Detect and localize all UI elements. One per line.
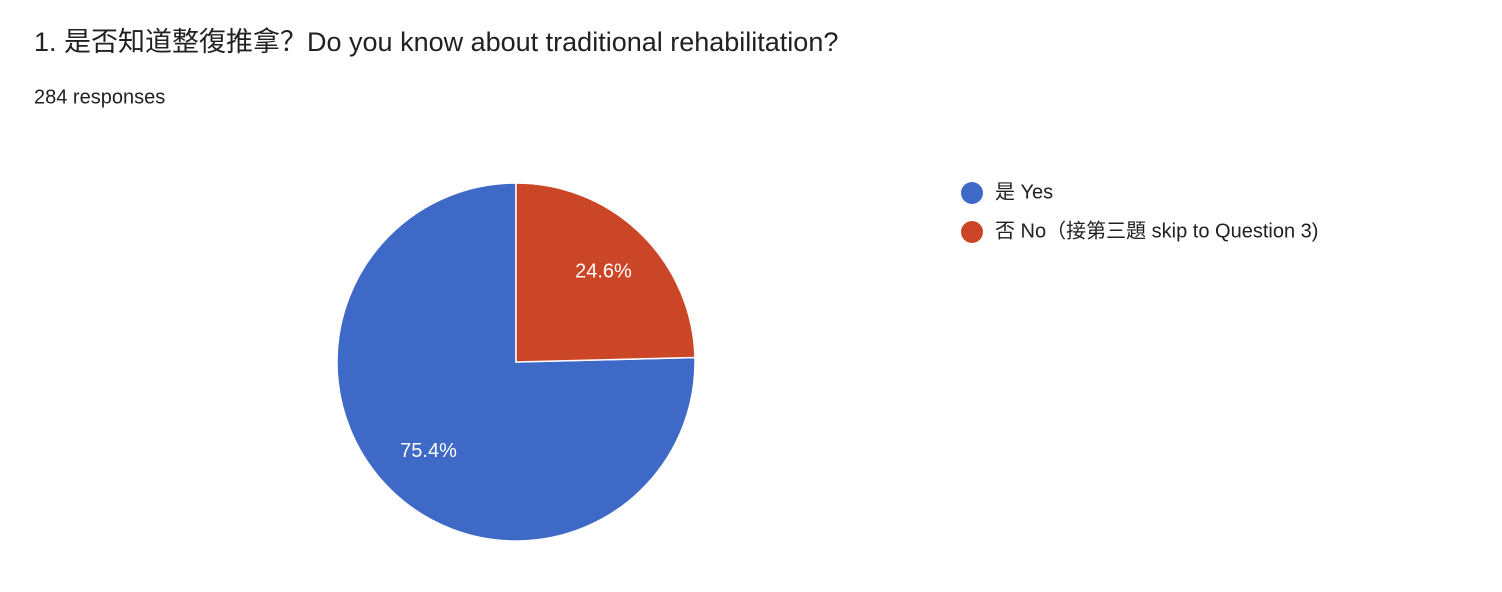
legend-marker bbox=[961, 182, 983, 204]
pie-slice bbox=[336, 182, 696, 542]
legend-label: 否 No（接第三題 skip to Question 3) bbox=[995, 219, 1318, 242]
legend-label: 是 Yes bbox=[995, 181, 1053, 203]
data-label: 24.6% bbox=[575, 261, 632, 283]
data-label: 75.4% bbox=[400, 440, 457, 462]
chart-subtitle: 284 responses bbox=[34, 86, 165, 108]
pie-slice bbox=[515, 182, 696, 363]
chart-title: 1. 是否知道整復推拿？Do you know about traditiona… bbox=[34, 27, 838, 57]
legend-marker bbox=[961, 221, 983, 243]
